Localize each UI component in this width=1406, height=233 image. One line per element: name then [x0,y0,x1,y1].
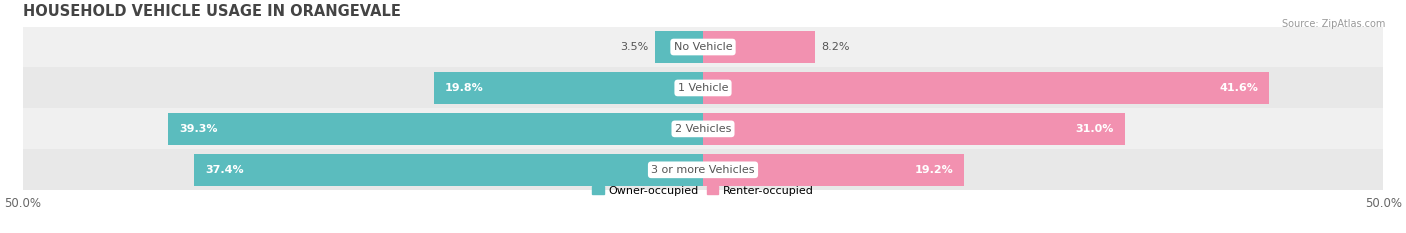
Text: HOUSEHOLD VEHICLE USAGE IN ORANGEVALE: HOUSEHOLD VEHICLE USAGE IN ORANGEVALE [22,4,401,19]
Text: 19.2%: 19.2% [915,165,953,175]
Text: 2 Vehicles: 2 Vehicles [675,124,731,134]
Bar [703,154,965,186]
Text: 39.3%: 39.3% [179,124,218,134]
Bar [703,31,814,63]
Legend: Owner-occupied, Renter-occupied: Owner-occupied, Renter-occupied [588,181,818,200]
Bar [22,108,1384,149]
Text: 3.5%: 3.5% [620,42,648,52]
Bar [703,113,1125,145]
Bar [703,72,1270,104]
Bar [22,149,1384,190]
Bar [22,68,1384,108]
Text: 19.8%: 19.8% [444,83,484,93]
Bar [22,27,1384,68]
Bar [655,31,703,63]
Text: 41.6%: 41.6% [1219,83,1258,93]
Text: 8.2%: 8.2% [821,42,849,52]
Bar [433,72,703,104]
Bar [169,113,703,145]
Text: 37.4%: 37.4% [205,165,243,175]
Bar [194,154,703,186]
Text: No Vehicle: No Vehicle [673,42,733,52]
Text: 1 Vehicle: 1 Vehicle [678,83,728,93]
Text: 3 or more Vehicles: 3 or more Vehicles [651,165,755,175]
Text: 31.0%: 31.0% [1076,124,1114,134]
Text: Source: ZipAtlas.com: Source: ZipAtlas.com [1281,19,1385,29]
